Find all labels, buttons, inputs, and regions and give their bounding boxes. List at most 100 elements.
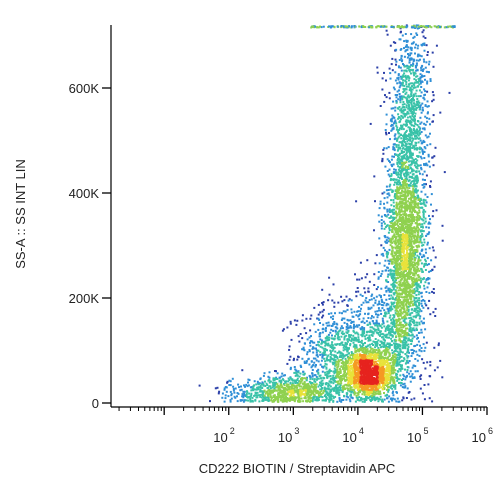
event-point <box>402 330 405 332</box>
event-point <box>334 387 337 390</box>
event-point <box>340 335 343 338</box>
event-point <box>427 155 430 158</box>
event-point <box>397 165 400 168</box>
event-point <box>401 185 404 188</box>
event-point <box>422 58 425 61</box>
event-point <box>233 391 236 394</box>
event-point <box>407 120 410 123</box>
event-point <box>327 388 330 391</box>
event-point <box>403 161 406 164</box>
event-point <box>390 301 393 304</box>
event-point <box>336 388 339 391</box>
event-point <box>418 297 421 300</box>
event-point <box>403 310 406 313</box>
event-point <box>315 364 317 366</box>
event-point <box>425 201 428 204</box>
event-point <box>417 196 420 199</box>
event-point <box>394 384 397 387</box>
event-point <box>415 321 418 324</box>
event-point <box>409 192 412 195</box>
event-point <box>411 173 414 176</box>
event-point <box>342 346 345 349</box>
event-point <box>345 334 348 337</box>
event-point <box>406 347 409 350</box>
event-point <box>350 390 353 393</box>
event-point <box>303 397 306 400</box>
event-point <box>340 319 343 321</box>
event-point <box>374 341 377 344</box>
event-point <box>407 94 410 97</box>
event-point <box>388 328 391 331</box>
event-point <box>409 163 412 166</box>
event-point <box>395 223 398 226</box>
event-point <box>218 390 221 393</box>
event-point <box>367 317 370 319</box>
event-point <box>398 106 401 108</box>
event-point <box>391 330 394 333</box>
event-point <box>367 308 370 311</box>
event-point <box>424 123 427 126</box>
event-point <box>393 208 396 211</box>
event-point <box>391 387 394 390</box>
event-point <box>405 119 408 122</box>
event-point <box>406 146 409 149</box>
event-point <box>422 35 425 38</box>
event-point <box>233 395 236 398</box>
event-point <box>400 57 403 60</box>
event-point <box>384 313 387 316</box>
event-point <box>383 202 385 205</box>
event-point <box>398 81 401 84</box>
event-point <box>424 163 427 165</box>
event-point <box>396 272 399 275</box>
event-point <box>397 315 400 318</box>
event-point <box>399 284 401 287</box>
event-point <box>337 334 340 337</box>
event-point <box>403 357 406 360</box>
event-point <box>399 194 402 197</box>
event-point <box>340 356 343 358</box>
event-point <box>421 149 424 152</box>
event-point <box>301 378 304 381</box>
event-point <box>396 304 398 307</box>
event-point <box>389 297 392 300</box>
event-point <box>256 391 259 394</box>
event-point <box>316 377 319 380</box>
event-point <box>424 210 427 213</box>
event-point <box>403 133 406 136</box>
event-point <box>409 119 412 122</box>
event-point <box>411 152 414 155</box>
event-point <box>402 206 405 209</box>
event-point <box>315 344 318 347</box>
event-point <box>326 335 329 338</box>
event-point <box>411 200 414 203</box>
event-point <box>284 381 287 384</box>
event-point <box>389 179 392 182</box>
event-point <box>261 399 264 402</box>
event-point <box>301 337 304 340</box>
event-point <box>338 343 341 345</box>
event-point <box>383 338 386 341</box>
event-point <box>390 307 393 310</box>
event-point <box>354 347 357 350</box>
event-point <box>350 386 353 389</box>
event-point <box>402 281 405 284</box>
event-point <box>415 95 418 98</box>
event-point <box>331 361 334 364</box>
event-point <box>428 270 431 273</box>
event-point <box>391 249 394 252</box>
event-point <box>405 361 408 364</box>
event-point <box>402 193 405 196</box>
event-point <box>418 211 421 214</box>
event-point <box>410 340 413 343</box>
event-point <box>398 86 401 89</box>
event-point <box>362 301 365 304</box>
event-point <box>393 143 396 146</box>
event-point <box>286 326 289 329</box>
event-point <box>408 201 411 204</box>
event-point <box>397 332 400 335</box>
event-point <box>424 134 427 137</box>
event-point <box>404 192 407 195</box>
event-point <box>394 181 396 184</box>
event-point <box>383 264 386 267</box>
event-point <box>397 107 400 110</box>
